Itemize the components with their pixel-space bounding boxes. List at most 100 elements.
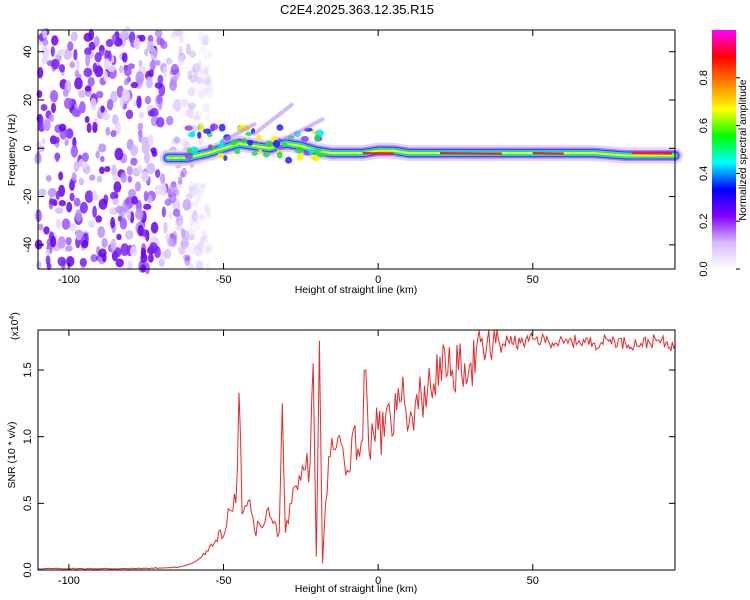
noise-blob — [189, 186, 196, 198]
noise-blob — [102, 112, 111, 121]
noise-blob — [125, 109, 134, 120]
spectrogram-y-ticks: -40 -20 0 20 40 — [22, 46, 675, 253]
noise-blob — [84, 190, 94, 203]
noise-blob — [45, 174, 52, 182]
noise-blob — [81, 240, 89, 249]
snr-scale-note: (x104) — [9, 312, 21, 340]
ridge-blob — [209, 123, 219, 131]
noise-blob — [131, 196, 139, 205]
spectrogram-y-tick-label: -20 — [22, 189, 34, 205]
ridge-blob — [197, 131, 202, 139]
noise-blob — [70, 31, 78, 42]
noise-blob — [69, 192, 75, 202]
noise-blob — [85, 53, 91, 67]
noise-blob — [184, 230, 190, 240]
noise-blob — [171, 102, 178, 110]
noise-blob — [87, 76, 95, 87]
noise-blob — [179, 35, 184, 45]
noise-blob — [35, 209, 42, 223]
noise-blob — [203, 73, 212, 86]
noise-blob — [51, 35, 59, 46]
noise-blob — [188, 242, 198, 256]
noise-blob — [191, 125, 198, 133]
colorbar-tick-label: 0.2 — [698, 214, 710, 229]
noise-blob — [77, 90, 86, 99]
noise-blob — [192, 63, 201, 73]
noise-blob — [41, 137, 46, 145]
noise-blob — [121, 52, 128, 63]
noise-blob — [135, 71, 145, 85]
snr-scale-exponent: 4 — [9, 316, 16, 320]
noise-blob — [49, 89, 59, 103]
noise-blob — [195, 184, 204, 195]
noise-blob — [90, 254, 98, 263]
noise-blob — [186, 262, 194, 270]
noise-blob — [124, 198, 131, 205]
noise-blob — [183, 254, 191, 261]
noise-blob — [78, 101, 86, 114]
noise-blob — [200, 45, 208, 54]
noise-blob — [197, 89, 206, 100]
noise-blob — [135, 208, 144, 220]
noise-blob — [168, 211, 173, 219]
noise-blob — [136, 164, 143, 174]
noise-blob — [92, 205, 97, 218]
noise-blob — [203, 203, 209, 212]
noise-blob — [55, 152, 60, 163]
noise-blob — [201, 230, 207, 241]
noise-blob — [118, 65, 124, 74]
noise-blob — [94, 52, 102, 63]
noise-blob — [147, 194, 153, 204]
snr-y-tick-label: 0.0 — [22, 562, 34, 577]
ridge-blob — [296, 153, 304, 161]
noise-blob — [188, 106, 194, 119]
noise-blob — [178, 246, 186, 256]
noise-blob — [158, 258, 165, 267]
snr-scale-prefix: (x10 — [9, 319, 21, 340]
ridge-blob — [207, 144, 213, 151]
ridge-blob — [281, 141, 288, 147]
noise-blob — [64, 138, 69, 147]
ridge-blob — [272, 139, 281, 148]
snr-series-line — [37, 329, 676, 570]
noise-blob — [74, 69, 80, 78]
noise-blob — [202, 102, 210, 113]
noise-blob — [113, 181, 122, 193]
noise-blob — [36, 90, 43, 99]
noise-blob — [190, 66, 196, 74]
noise-blob — [206, 86, 214, 99]
noise-blob — [79, 257, 87, 268]
noise-blob — [194, 199, 199, 209]
ridge-blob — [258, 148, 263, 155]
snr-y-tick-label: 1.0 — [22, 429, 34, 444]
noise-blob — [96, 175, 103, 183]
noise-blob — [204, 246, 212, 254]
spectrogram-y-tick-label: -40 — [22, 237, 34, 253]
noise-blob — [200, 38, 208, 46]
ridge-blob — [234, 148, 241, 155]
ridge-blob — [245, 131, 253, 136]
noise-blob — [79, 201, 88, 214]
ridge-blob — [223, 155, 228, 161]
noise-blob — [42, 119, 51, 132]
noise-blob — [199, 68, 206, 76]
noise-blob — [125, 230, 134, 240]
snr-y-tick-label: 0.5 — [22, 496, 34, 511]
noise-blob — [189, 214, 195, 227]
noise-blob — [192, 183, 200, 194]
noise-blob — [37, 67, 44, 79]
noise-blob — [193, 181, 199, 189]
noise-blob — [205, 75, 214, 88]
ridge-blob — [203, 128, 212, 134]
noise-blob — [73, 197, 81, 207]
ridge-streak — [283, 117, 325, 141]
noise-blob — [50, 46, 55, 57]
noise-blob — [192, 209, 198, 223]
noise-blob — [154, 59, 161, 66]
spectrogram-y-tick-label: 40 — [22, 46, 34, 58]
noise-blob — [180, 138, 187, 148]
noise-blob — [205, 63, 211, 76]
noise-blob — [89, 174, 96, 181]
noise-blob — [58, 200, 67, 207]
noise-blob — [117, 215, 122, 222]
